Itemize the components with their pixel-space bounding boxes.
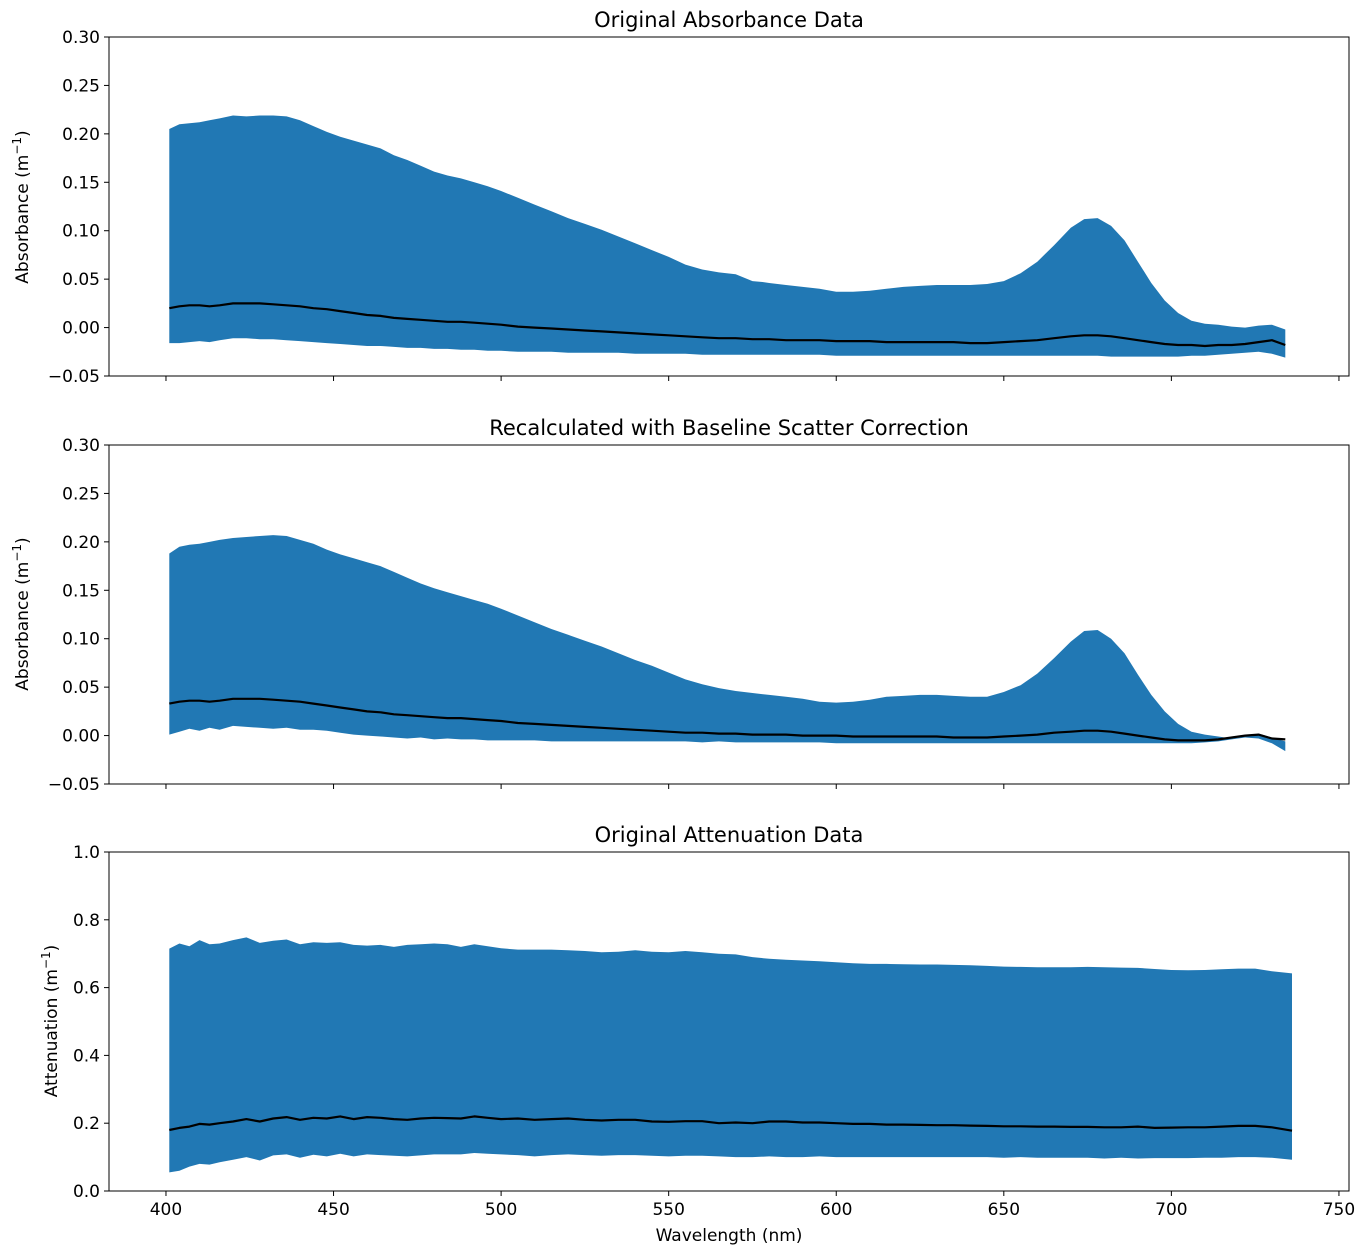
y-tick-label: 0.05: [62, 270, 100, 290]
panel-2-plot: −0.05 0.00 0.05 0.10 0.15 0.20 0.25 0.30: [48, 436, 1340, 795]
mean-line: [169, 1115, 1293, 1132]
y-tick-label: 0.25: [62, 76, 100, 96]
panel-1-title: Original Absorbance Data: [594, 8, 864, 32]
panel-2-ylabel: Absorbance (m−1): [10, 537, 33, 690]
panel-original-attenuation: Original Attenuation Data 0.00.20.40.60.…: [39, 823, 1355, 1246]
y-tick-label: 0.10: [62, 222, 100, 242]
x-tick-label: 650: [988, 1200, 1020, 1220]
x-tick-label: 600: [820, 1200, 852, 1220]
x-tick-label: 450: [317, 1200, 349, 1220]
y-tick-label: 0.25: [62, 484, 100, 504]
panel-3-xlabel: Wavelength (nm): [656, 1226, 803, 1246]
panel-2-ylabel-close: ): [13, 537, 33, 544]
y-tick-label: 0.6: [73, 979, 100, 999]
range-band: [169, 535, 1286, 752]
y-tick-label: 0.15: [62, 581, 100, 601]
x-tick-label: 750: [1323, 1200, 1355, 1220]
y-tick-label: 0.00: [62, 727, 100, 747]
panel-3-ylabel-sup: −1: [39, 951, 53, 969]
y-tick-label: 0.0: [73, 1182, 100, 1202]
y-tick-label: 0.20: [62, 125, 100, 145]
y-tick-label: 0.2: [73, 1114, 100, 1134]
y-tick-label: 0.8: [73, 911, 100, 931]
mean-line: [169, 697, 1286, 742]
panel-1-ylabel: Absorbance (m−1): [10, 130, 33, 283]
panel-3-frame: [108, 851, 1350, 1192]
panel-1-ylabel-sup: −1: [10, 137, 24, 155]
y-tick-label: 0.4: [73, 1046, 100, 1066]
y-tick-label: −0.05: [48, 775, 100, 795]
panel-original-absorbance: Original Absorbance Data −0.05 0.00 0.05 0.…: [10, 8, 1350, 387]
panel-1-frame: [108, 36, 1350, 377]
panel-3-plot: 0.0 0.2 0.4 0.6 0.8 1.0 400 450 500 550 600 650 700 7…: [73, 843, 1355, 1220]
panel-2-title: Recalculated with Baseline Scatter Corre…: [489, 416, 969, 440]
y-tick-label: 0.15: [62, 173, 100, 193]
panel-3-ylabel: Attenuation (m−1): [39, 945, 62, 1098]
x-tick-label: 700: [1155, 1200, 1187, 1220]
x-tick-label: 550: [652, 1200, 684, 1220]
panel-1-ylabel-close: ): [13, 130, 33, 137]
panel-2-frame: [108, 444, 1350, 785]
panel-3-ylabel-text: Attenuation (m: [42, 969, 62, 1097]
mean-line: [169, 302, 1286, 348]
y-tick-label: 0.30: [62, 28, 100, 48]
y-tick-label: 0.05: [62, 678, 100, 698]
y-tick-label: 0.20: [62, 533, 100, 553]
y-tick-label: 1.0: [73, 843, 100, 863]
panel-3-ylabel-close: ): [42, 945, 62, 952]
panel-3-title: Original Attenuation Data: [595, 823, 864, 847]
panel-1-ylabel-text: Absorbance (m: [13, 155, 33, 284]
panel-2-ylabel-sup: −1: [10, 544, 24, 562]
range-band: [169, 115, 1286, 358]
range-band: [169, 937, 1292, 1173]
panel-2-ylabel-text: Absorbance (m: [13, 562, 33, 691]
x-tick-label: 400: [150, 1200, 182, 1220]
x-tick-label: 500: [485, 1200, 517, 1220]
panel-recalculated-absorbance: Recalculated with Baseline Scatter Corre…: [10, 416, 1350, 795]
y-tick-label: 0.10: [62, 630, 100, 650]
panel-1-plot: −0.05 0.00 0.05 0.10 0.15 0.20 0.25 0.30: [48, 28, 1340, 387]
y-tick-label: 0.30: [62, 436, 100, 456]
y-tick-label: −0.05: [48, 367, 100, 387]
y-tick-label: 0.00: [62, 319, 100, 339]
